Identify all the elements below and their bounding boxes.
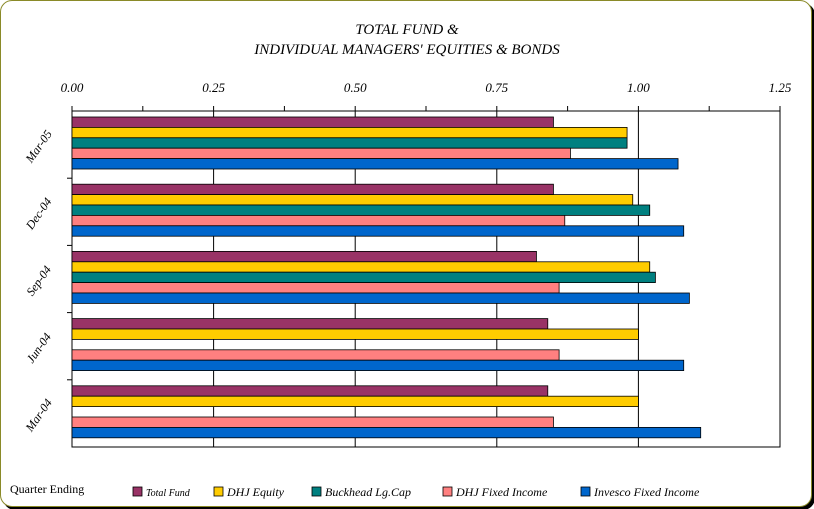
- bar: [71, 137, 628, 149]
- bar: [71, 359, 685, 372]
- x-tick-label: 0.50: [344, 80, 367, 95]
- bar: [71, 116, 554, 128]
- bar: [71, 292, 690, 304]
- bar: [71, 328, 639, 340]
- bar: [71, 349, 560, 361]
- legend-swatch: [311, 486, 322, 497]
- bar: [71, 385, 549, 397]
- legend-label: Total Fund: [146, 488, 191, 499]
- bar: [71, 147, 571, 159]
- bar: [71, 158, 679, 170]
- category-label: Mar-05: [22, 127, 55, 166]
- x-tick-label: 1.25: [769, 80, 792, 95]
- category-label: Jun-04: [23, 330, 54, 365]
- chart-title-line1: TOTAL FUND &: [355, 22, 459, 38]
- legend-swatch: [442, 486, 453, 497]
- bar: [71, 271, 656, 284]
- bar: [71, 127, 628, 139]
- category-label: Dec-04: [22, 195, 54, 233]
- bar: [71, 183, 554, 195]
- legend-label: DHJ Equity: [226, 485, 285, 499]
- category-label: Mar-04: [22, 396, 55, 435]
- legend-swatch: [132, 486, 143, 497]
- bar: [71, 426, 702, 439]
- bar: [71, 194, 634, 206]
- bar: [71, 282, 560, 294]
- legend-swatch: [580, 486, 591, 497]
- bar: [71, 416, 554, 428]
- chart-title-line2: INDIVIDUAL MANAGERS' EQUITIES & BONDS: [254, 42, 560, 58]
- bar: [71, 318, 549, 330]
- legend-label: DHJ Fixed Income: [455, 485, 548, 499]
- category-label: Sep-04: [23, 263, 54, 298]
- legend-swatch: [213, 486, 224, 497]
- bar: [71, 250, 537, 263]
- x-tick-label: 0.75: [485, 80, 508, 95]
- bar: [71, 204, 651, 216]
- x-tick-label: 0.25: [202, 80, 225, 95]
- x-tick-label: 1.00: [627, 80, 650, 95]
- legend-label: Invesco Fixed Income: [593, 485, 700, 499]
- bar: [71, 261, 651, 273]
- legend-label: Buckhead Lg.Cap: [325, 485, 411, 499]
- bar: [71, 395, 639, 408]
- x-tick-label: 0.00: [61, 80, 84, 95]
- axis-note: Quarter Ending: [10, 482, 84, 496]
- bar: [71, 214, 566, 227]
- bar: [71, 225, 685, 237]
